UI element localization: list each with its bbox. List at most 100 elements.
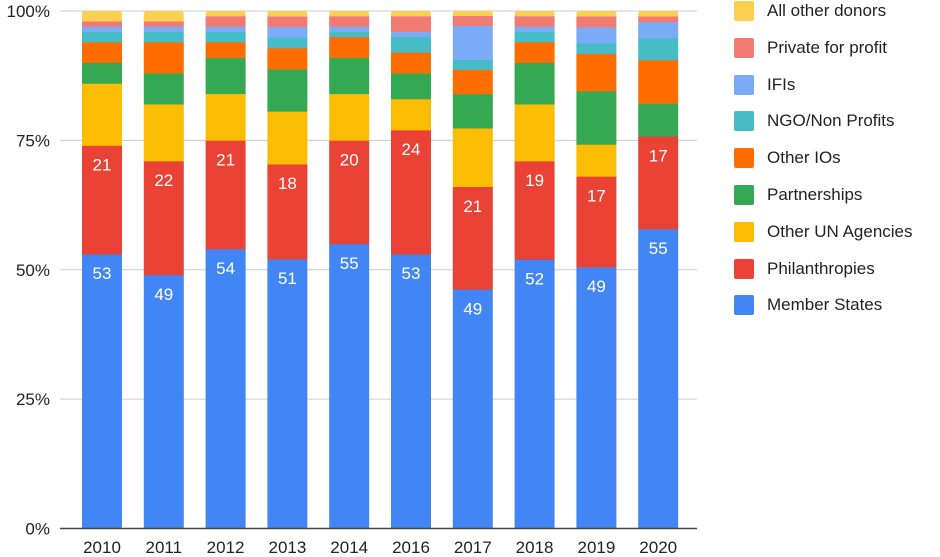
bar-segment-other-un-agencies — [576, 144, 617, 177]
bar-segment-ngo-non-profits — [576, 43, 617, 54]
bar-segment-partnerships — [391, 73, 431, 100]
data-label-philanthropies: 18 — [278, 174, 297, 193]
x-tick-label: 2017 — [454, 538, 492, 557]
bar-stack-2019 — [576, 11, 617, 529]
bar-segment-member-states — [391, 254, 431, 529]
legend-item: Member States — [734, 294, 882, 316]
data-label-philanthropies: 17 — [587, 186, 606, 205]
bar-segment-other-ios — [267, 47, 308, 70]
legend-item: Partnerships — [734, 184, 862, 206]
bar-segment-all-other-donors — [638, 11, 679, 17]
legend-swatch — [734, 185, 754, 205]
bar-segment-all-other-donors — [143, 11, 184, 22]
legend-swatch — [734, 258, 754, 279]
bar-segment-other-un-agencies — [205, 93, 246, 141]
y-axis-ticks: 0% 25% 50% 75% 100% — [7, 2, 50, 539]
bar-segment-partnerships — [205, 57, 246, 95]
bar-segment-philanthropies — [576, 176, 617, 268]
data-label-member-states: 53 — [93, 264, 112, 283]
bar-segment-philanthropies — [143, 161, 184, 276]
x-axis-ticks: 2010 2011 2012 2013 2014 2016 2017 2018 2019 2020 — [83, 538, 677, 557]
bar-segment-ifis — [391, 31, 431, 38]
bar-segment-private-for-profit — [452, 15, 493, 26]
bar-segment-ifis — [452, 25, 493, 61]
x-tick-label: 2019 — [577, 538, 615, 557]
bar-segment-private-for-profit — [576, 16, 617, 28]
bar-segment-ifis — [514, 26, 555, 32]
bar-segment-private-for-profit — [267, 16, 308, 28]
legend-swatch — [734, 74, 754, 95]
data-label-member-states: 55 — [649, 239, 668, 258]
data-label-philanthropies: 21 — [93, 156, 112, 175]
bar-segment-member-states — [452, 289, 493, 529]
legend-swatch — [734, 221, 754, 242]
x-tick-label: 2010 — [83, 538, 121, 557]
legend-label: Other IOs — [767, 148, 841, 168]
bar-segment-other-un-agencies — [82, 83, 122, 146]
bar-segment-ngo-non-profits — [267, 37, 308, 49]
legend-swatch — [734, 37, 754, 58]
data-label-philanthropies: 21 — [216, 150, 235, 169]
data-label-member-states: 51 — [278, 269, 297, 288]
bar-segment-all-other-donors — [452, 11, 493, 16]
bar-segment-other-ios — [329, 36, 370, 58]
bar-segment-philanthropies — [452, 186, 493, 290]
bar-segment-member-states — [205, 249, 246, 529]
x-tick-label: 2018 — [516, 538, 554, 557]
x-tick-label: 2014 — [330, 538, 368, 557]
bar-segment-ngo-non-profits — [391, 36, 431, 53]
bar-segment-member-states — [143, 274, 184, 529]
data-label-philanthropies: 20 — [340, 150, 359, 169]
bar-segment-ngo-non-profits — [82, 31, 122, 43]
bar-segment-partnerships — [267, 69, 308, 112]
bar-segment-ifis — [576, 27, 617, 44]
bar-segment-other-ios — [514, 42, 555, 64]
legend-label: Partnerships — [767, 185, 863, 204]
bar-segment-philanthropies — [82, 145, 122, 255]
bar-segment-ifis — [205, 26, 246, 32]
bar-segment-other-un-agencies — [452, 128, 493, 188]
data-label-member-states: 49 — [463, 299, 482, 318]
data-label-philanthropies: 22 — [154, 171, 173, 190]
x-tick-label: 2011 — [146, 538, 183, 557]
bar-stack-2014 — [329, 11, 370, 529]
bar-segment-ifis — [267, 26, 308, 38]
bar-segment-ngo-non-profits — [329, 31, 370, 38]
legend-label: Member States — [767, 295, 883, 315]
bar-segment-private-for-profit — [82, 21, 122, 27]
x-tick-label: 2012 — [207, 538, 245, 557]
bar-segment-other-ios — [452, 69, 493, 95]
data-label-member-states: 53 — [402, 264, 421, 283]
bar-segment-philanthropies — [514, 161, 555, 260]
legend-swatch — [734, 148, 754, 169]
bar-segment-ifis — [143, 26, 184, 32]
legend-label: Philanthropies — [767, 258, 875, 278]
bar-stack-2012 — [205, 11, 246, 529]
bar-segment-all-other-donors — [267, 11, 308, 17]
bar-stack-2013 — [267, 11, 308, 529]
bar-segment-partnerships — [514, 62, 555, 105]
bar-stack-2016 — [391, 11, 431, 529]
legend-item: Other UN Agencies — [734, 221, 913, 243]
bar-segment-other-ios — [143, 42, 184, 74]
y-tick-label: 50% — [16, 261, 50, 280]
bar-segment-member-states — [329, 243, 370, 529]
data-labels: 53 21 49 22 54 21 51 18 55 20 53 24 49 21 52 19 49 17 55 17 — [93, 140, 668, 318]
bar-segment-ifis — [638, 21, 679, 39]
bar-segment-philanthropies — [329, 140, 370, 245]
bar-stack-2017 — [452, 11, 493, 529]
bar-segment-other-ios — [638, 60, 679, 104]
bar-segment-other-ios — [576, 53, 617, 92]
legend-item: Philanthropies — [734, 258, 875, 280]
bar-segment-member-states — [82, 254, 122, 529]
bar-segment-ngo-non-profits — [143, 31, 184, 43]
bar-segment-partnerships — [329, 57, 370, 95]
bar-segment-other-un-agencies — [267, 111, 308, 165]
bar-segment-philanthropies — [391, 130, 431, 255]
bar-segment-member-states — [514, 259, 555, 529]
data-label-member-states: 49 — [154, 285, 173, 304]
data-label-member-states: 49 — [587, 277, 606, 296]
y-tick-label: 25% — [16, 390, 50, 409]
bar-segment-other-un-agencies — [329, 93, 370, 141]
